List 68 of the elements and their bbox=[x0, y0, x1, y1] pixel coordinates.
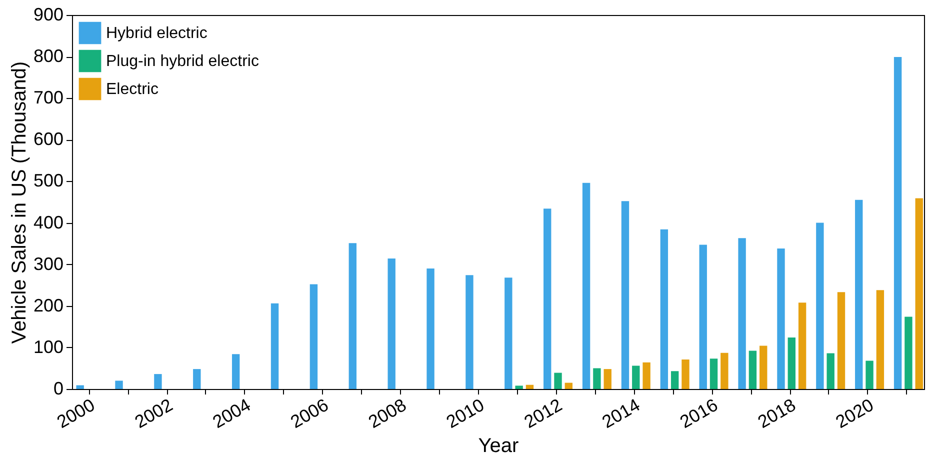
y-tick-label: 500 bbox=[33, 170, 64, 191]
x-axis-title: Year bbox=[478, 435, 520, 458]
bar bbox=[310, 284, 318, 389]
bar bbox=[904, 316, 912, 389]
bar bbox=[593, 368, 601, 389]
bar bbox=[544, 208, 552, 389]
bar bbox=[699, 244, 707, 389]
legend-label: Electric bbox=[106, 81, 158, 98]
x-tick-label: 2016 bbox=[676, 394, 722, 432]
y-tick-label: 900 bbox=[33, 4, 64, 24]
x-tick-label: 2008 bbox=[364, 394, 410, 432]
bar bbox=[232, 354, 240, 389]
x-tick-label: 2006 bbox=[287, 394, 332, 432]
bar bbox=[866, 360, 874, 389]
y-tick-label: 600 bbox=[33, 129, 64, 150]
bar bbox=[388, 258, 396, 389]
bar bbox=[894, 56, 902, 389]
y-tick-label: 300 bbox=[33, 254, 64, 274]
bar bbox=[632, 366, 640, 389]
y-tick-label: 800 bbox=[33, 46, 64, 66]
x-tick-label: 2020 bbox=[832, 394, 877, 432]
bar bbox=[582, 182, 590, 389]
x-tick-label: 2018 bbox=[754, 394, 800, 432]
bar bbox=[526, 384, 534, 389]
bar bbox=[621, 201, 630, 389]
bar bbox=[915, 198, 923, 389]
bar bbox=[788, 337, 796, 389]
y-tick-label: 100 bbox=[33, 336, 64, 357]
x-tick-label: 2012 bbox=[520, 394, 566, 432]
bar bbox=[642, 362, 650, 389]
y-tick-label: 400 bbox=[33, 212, 64, 232]
bar bbox=[738, 238, 746, 389]
bar bbox=[270, 303, 279, 389]
legend-label: Plug-in hybrid electric bbox=[106, 53, 259, 70]
bar bbox=[193, 369, 201, 389]
bar bbox=[876, 290, 884, 389]
bar bbox=[564, 382, 573, 389]
y-tick-label: 200 bbox=[33, 295, 64, 316]
bar bbox=[604, 369, 612, 389]
x-tick-label: 2004 bbox=[209, 394, 254, 432]
bar bbox=[760, 346, 768, 389]
legend-label: Hybrid electric bbox=[106, 25, 208, 42]
bar bbox=[670, 371, 679, 389]
bar bbox=[682, 359, 690, 389]
bar bbox=[826, 353, 834, 389]
bar bbox=[720, 352, 728, 389]
y-tick-label: 700 bbox=[33, 88, 64, 108]
x-tick-label: 2002 bbox=[131, 394, 176, 432]
bar bbox=[837, 292, 846, 389]
bar bbox=[855, 200, 863, 389]
bar bbox=[348, 243, 356, 389]
bar bbox=[466, 275, 474, 389]
bar bbox=[426, 268, 434, 389]
bar bbox=[554, 372, 562, 389]
bar bbox=[115, 380, 123, 389]
y-axis-title: Vehicle Sales in US (Thousand) bbox=[8, 61, 30, 344]
bar bbox=[515, 386, 523, 389]
x-tick-label: 2010 bbox=[442, 394, 488, 432]
bar bbox=[777, 248, 785, 389]
bar bbox=[154, 374, 162, 389]
bar bbox=[504, 278, 512, 389]
x-tick-label: 2014 bbox=[598, 394, 644, 432]
bar bbox=[748, 350, 757, 389]
bar bbox=[76, 385, 84, 389]
bar bbox=[816, 222, 824, 389]
bar bbox=[710, 358, 718, 389]
bar bbox=[660, 229, 668, 389]
bar bbox=[798, 302, 806, 389]
